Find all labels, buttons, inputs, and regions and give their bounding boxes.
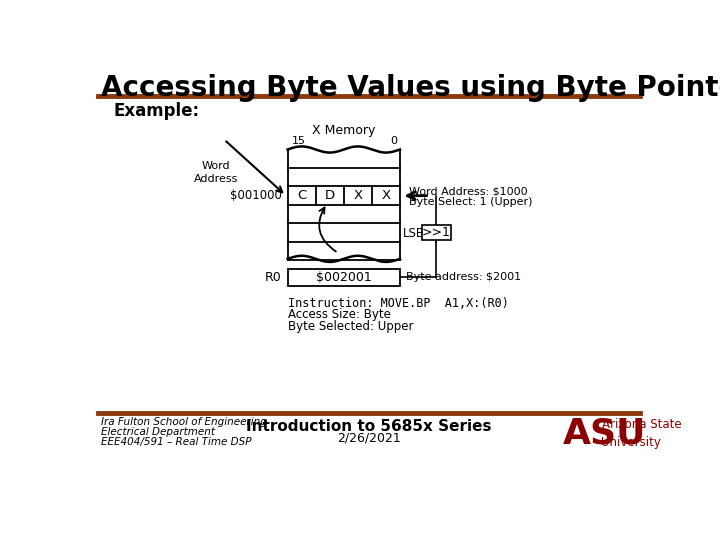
- Text: Instruction: MOVE.BP  A1,X:(R0): Instruction: MOVE.BP A1,X:(R0): [287, 296, 508, 309]
- Text: Arizona State
University: Arizona State University: [601, 418, 681, 449]
- Text: Introduction to 5685x Series: Introduction to 5685x Series: [246, 419, 492, 434]
- Bar: [422, 225, 451, 240]
- Text: Access Size: Byte: Access Size: Byte: [287, 308, 390, 321]
- Text: X: X: [382, 189, 390, 202]
- Text: ASU: ASU: [563, 417, 647, 451]
- Text: 15: 15: [292, 136, 306, 146]
- Text: Byte address: $2001: Byte address: $2001: [406, 272, 521, 282]
- Text: X: X: [354, 189, 362, 202]
- Text: >>1: >>1: [422, 226, 451, 239]
- Text: 0: 0: [390, 136, 397, 146]
- Text: Accessing Byte Values using Byte Pointers: Accessing Byte Values using Byte Pointer…: [101, 74, 720, 102]
- Text: LSB: LSB: [403, 227, 425, 240]
- Text: X Memory: X Memory: [312, 124, 376, 137]
- Text: D: D: [325, 189, 335, 202]
- Text: Byte Select: 1 (Upper): Byte Select: 1 (Upper): [409, 197, 533, 207]
- Text: Example:: Example:: [113, 102, 199, 120]
- Text: R0: R0: [265, 271, 282, 284]
- Text: Ira Fulton School of Engineering: Ira Fulton School of Engineering: [101, 417, 266, 428]
- Text: EEE404/591 – Real Time DSP: EEE404/591 – Real Time DSP: [101, 437, 251, 448]
- Text: 2/26/2021: 2/26/2021: [337, 431, 401, 444]
- Text: C: C: [297, 189, 306, 202]
- Text: Word Address: $1000: Word Address: $1000: [409, 186, 528, 196]
- Text: Word
Address: Word Address: [194, 161, 238, 184]
- Text: $002001: $002001: [316, 271, 372, 284]
- Text: Byte Selected: Upper: Byte Selected: Upper: [287, 320, 413, 333]
- Text: $001000: $001000: [230, 189, 282, 202]
- Text: Electrical Department: Electrical Department: [101, 428, 215, 437]
- Bar: [287, 269, 400, 286]
